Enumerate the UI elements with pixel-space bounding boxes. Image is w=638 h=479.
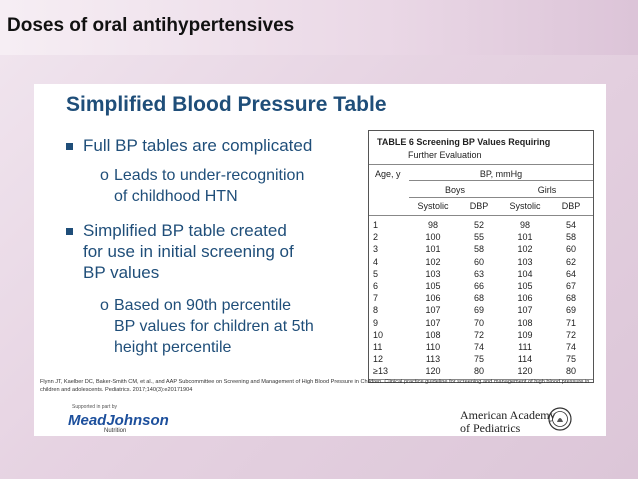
age-cell: 3 xyxy=(373,244,379,255)
age-cell: 10 xyxy=(373,329,384,340)
bp-value-cell: 80 xyxy=(565,366,576,377)
bp-value-cell: 75 xyxy=(565,354,576,365)
age-header: Age, y xyxy=(375,169,401,179)
age-cell: 2 xyxy=(373,232,379,243)
bp-value-cell: 55 xyxy=(473,232,484,243)
col-header: Systolic xyxy=(417,201,449,211)
bp-value-cell: 102 xyxy=(517,244,533,255)
bp-value-cell: 120 xyxy=(517,366,533,377)
slide-image: Simplified Blood Pressure Table Full BP … xyxy=(34,84,606,436)
aap-seal-icon xyxy=(548,407,572,431)
bp-value-cell: 106 xyxy=(425,293,441,304)
age-cell: 4 xyxy=(373,256,379,267)
table-caption: TABLE 6 Screening BP Values Requiring xyxy=(377,137,551,147)
age-cell: 11 xyxy=(373,342,383,352)
bp-value-cell: 62 xyxy=(565,256,576,267)
bp-value-cell: 69 xyxy=(473,305,484,316)
col-header: Systolic xyxy=(509,201,541,211)
age-cell: 1 xyxy=(373,220,379,230)
bp-value-cell: 105 xyxy=(517,281,533,291)
bp-value-cell: 69 xyxy=(565,305,576,316)
ring-bullet-icon: o xyxy=(100,297,109,314)
age-cell: ≥13 xyxy=(373,366,388,377)
card-title: Simplified Blood Pressure Table xyxy=(66,93,387,116)
square-bullet-icon xyxy=(66,228,73,236)
bp-value-cell: 98 xyxy=(427,220,438,230)
bp-value-cell: 74 xyxy=(565,342,576,352)
bp-value-cell: 75 xyxy=(473,354,484,365)
group-boys: Boys xyxy=(444,185,465,195)
bp-value-cell: 109 xyxy=(517,329,533,340)
bp-value-cell: 58 xyxy=(565,232,576,243)
bp-value-cell: 102 xyxy=(425,256,441,267)
bullet-1: Full BP tables are complicated xyxy=(66,135,312,156)
bp-value-cell: 103 xyxy=(425,268,441,279)
sub-bullet-2: o Based on 90th percentile BP values for … xyxy=(100,297,314,356)
bp-value-cell: 114 xyxy=(517,354,533,365)
col-header: DBP xyxy=(469,201,489,211)
bp-value-cell: 108 xyxy=(517,317,533,328)
bp-value-cell: 60 xyxy=(473,256,484,267)
bp-value-cell: 58 xyxy=(473,244,484,255)
citation: Flynn JT, Kaelber DC, Baker-Smith CM, et… xyxy=(40,379,590,393)
bp-value-cell: 71 xyxy=(565,317,576,328)
support-text: Supported in part by xyxy=(72,404,118,410)
bp-value-cell: 108 xyxy=(425,329,441,340)
bp-value-cell: 68 xyxy=(565,293,576,304)
bp-value-cell: 113 xyxy=(425,354,441,365)
sponsor-logo: MeadJohnson xyxy=(68,412,169,429)
slide-title: Doses of oral antihypertensives xyxy=(7,15,295,36)
bp-value-cell: 98 xyxy=(519,220,530,230)
bp-value-cell: 107 xyxy=(425,305,441,316)
sub-bullet-1: o Leads to under-recognition of childhood… xyxy=(100,167,305,205)
bp-value-cell: 60 xyxy=(565,244,576,255)
bp-value-cell: 80 xyxy=(473,366,484,377)
bp-value-cell: 67 xyxy=(565,281,576,291)
aap-logo-text: American Academy of Pediatrics xyxy=(460,408,556,435)
bp-value-cell: 101 xyxy=(425,244,441,255)
age-cell: 9 xyxy=(373,317,379,328)
bp-value-cell: 52 xyxy=(473,220,484,230)
unit-header: BP, mmHg xyxy=(479,169,523,179)
bullet-2: Simplified BP table created for use in i… xyxy=(66,220,294,283)
bp-value-cell: 68 xyxy=(473,293,484,304)
bp-value-cell: 54 xyxy=(565,220,576,230)
bp-value-cell: 104 xyxy=(517,268,533,279)
bp-value-cell: 111 xyxy=(518,342,532,352)
bp-value-cell: 120 xyxy=(425,366,441,377)
col-header: DBP xyxy=(561,201,581,211)
age-cell: 7 xyxy=(373,293,379,304)
title-bar: Doses of oral antihypertensives xyxy=(0,0,638,55)
bp-value-cell: 72 xyxy=(473,329,484,340)
bp-value-cell: 106 xyxy=(517,293,533,304)
bp-value-cell: 107 xyxy=(517,305,533,316)
bp-value-cell: 64 xyxy=(565,268,576,279)
bp-table: TABLE 6 Screening BP Values Requiring Fu… xyxy=(368,130,594,383)
age-cell: 12 xyxy=(373,354,384,365)
bp-value-cell: 72 xyxy=(565,329,576,340)
sponsor-logo-sub: Nutrition xyxy=(104,428,127,434)
bp-value-cell: 101 xyxy=(517,232,533,243)
bp-value-cell: 110 xyxy=(425,342,441,352)
bp-value-cell: 66 xyxy=(473,281,484,291)
bp-value-cell: 105 xyxy=(425,281,441,291)
bp-value-cell: 70 xyxy=(473,317,484,328)
bp-value-cell: 74 xyxy=(473,342,484,352)
bp-value-cell: 63 xyxy=(473,268,484,279)
age-cell: 8 xyxy=(373,305,379,316)
bp-value-cell: 103 xyxy=(517,256,533,267)
age-cell: 5 xyxy=(373,268,379,279)
square-bullet-icon xyxy=(66,143,73,151)
ring-bullet-icon: o xyxy=(100,167,109,184)
group-girls: Girls xyxy=(537,185,557,195)
bp-value-cell: 107 xyxy=(425,317,441,328)
age-cell: 6 xyxy=(373,281,379,291)
table-caption-line2: Further Evaluation xyxy=(408,150,482,160)
bp-value-cell: 100 xyxy=(425,232,441,243)
